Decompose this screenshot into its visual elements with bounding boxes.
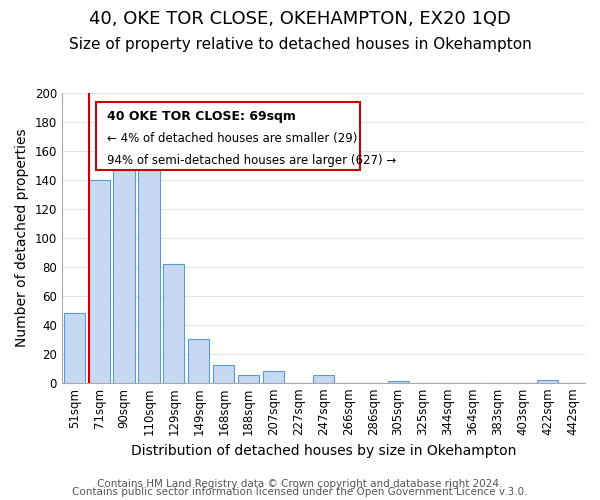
Bar bbox=[537, 380, 558, 382]
Bar bbox=[113, 141, 134, 382]
Text: 94% of semi-detached houses are larger (627) →: 94% of semi-detached houses are larger (… bbox=[107, 154, 397, 167]
Text: 40, OKE TOR CLOSE, OKEHAMPTON, EX20 1QD: 40, OKE TOR CLOSE, OKEHAMPTON, EX20 1QD bbox=[89, 10, 511, 28]
Bar bbox=[89, 180, 110, 382]
Bar bbox=[213, 366, 235, 382]
Y-axis label: Number of detached properties: Number of detached properties bbox=[15, 128, 29, 347]
Text: Size of property relative to detached houses in Okehampton: Size of property relative to detached ho… bbox=[68, 38, 532, 52]
Bar bbox=[388, 381, 409, 382]
Text: 40 OKE TOR CLOSE: 69sqm: 40 OKE TOR CLOSE: 69sqm bbox=[107, 110, 296, 124]
Text: ← 4% of detached houses are smaller (29): ← 4% of detached houses are smaller (29) bbox=[107, 132, 358, 145]
FancyBboxPatch shape bbox=[96, 102, 360, 170]
X-axis label: Distribution of detached houses by size in Okehampton: Distribution of detached houses by size … bbox=[131, 444, 516, 458]
Bar bbox=[263, 371, 284, 382]
Text: Contains public sector information licensed under the Open Government Licence v.: Contains public sector information licen… bbox=[72, 487, 528, 497]
Bar bbox=[238, 376, 259, 382]
Text: Contains HM Land Registry data © Crown copyright and database right 2024.: Contains HM Land Registry data © Crown c… bbox=[97, 479, 503, 489]
Bar bbox=[188, 339, 209, 382]
Bar bbox=[139, 148, 160, 382]
Bar bbox=[313, 376, 334, 382]
Bar bbox=[163, 264, 184, 382]
Bar bbox=[64, 313, 85, 382]
